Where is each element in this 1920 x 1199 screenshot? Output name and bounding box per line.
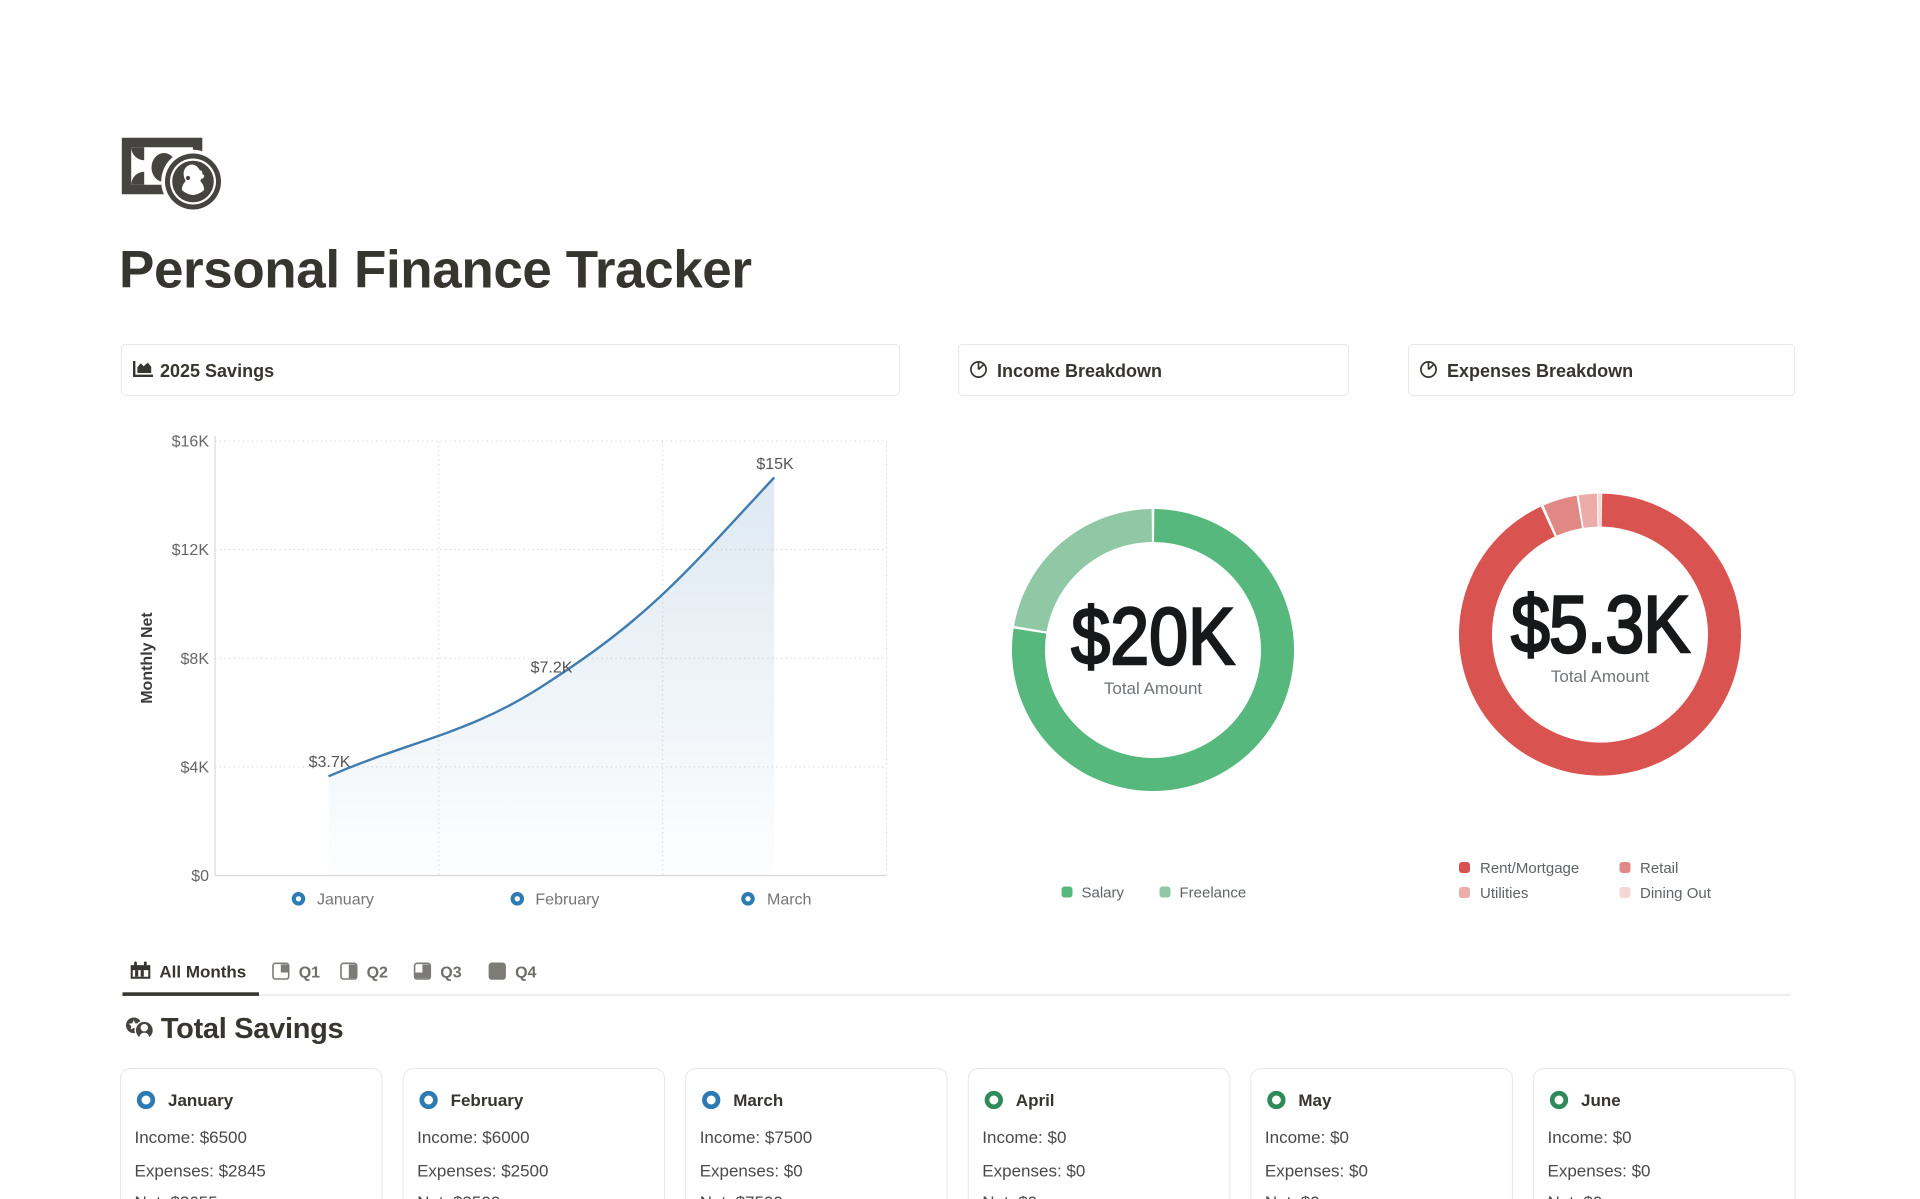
svg-text:April: April (1016, 1091, 1055, 1110)
svg-text:May: May (1298, 1091, 1332, 1110)
svg-text:Income Breakdown: Income Breakdown (997, 361, 1162, 381)
svg-text:$16K: $16K (172, 434, 210, 451)
svg-text:Expenses: $2845: Expenses: $2845 (135, 1162, 266, 1181)
svg-text:Total Amount: Total Amount (1104, 679, 1203, 698)
svg-text:$12K: $12K (172, 542, 210, 559)
svg-text:Net: $0: Net: $0 (982, 1193, 1037, 1199)
svg-text:Q4: Q4 (515, 964, 536, 981)
svg-text:$0: $0 (191, 868, 209, 885)
svg-text:March: March (767, 892, 811, 909)
svg-text:Expenses: $0: Expenses: $0 (1548, 1162, 1651, 1181)
svg-text:Income: $6000: Income: $6000 (417, 1128, 529, 1147)
svg-text:Expenses: $0: Expenses: $0 (1265, 1162, 1368, 1181)
svg-text:Monthly Net: Monthly Net (139, 612, 156, 704)
svg-text:$8K: $8K (181, 651, 210, 668)
svg-text:Expenses: $2500: Expenses: $2500 (417, 1162, 548, 1181)
svg-text:Net: $7500: Net: $7500 (700, 1193, 783, 1199)
svg-text:January: January (317, 892, 374, 909)
svg-text:Expenses: $0: Expenses: $0 (700, 1162, 803, 1181)
svg-text:$3.7K: $3.7K (309, 754, 351, 771)
svg-text:Income: $6500: Income: $6500 (135, 1128, 247, 1147)
svg-text:June: June (1581, 1091, 1621, 1110)
svg-text:Income: $0: Income: $0 (982, 1128, 1066, 1147)
svg-text:Utilities: Utilities (1480, 885, 1528, 902)
svg-text:Q2: Q2 (367, 964, 388, 981)
svg-text:$5.3K: $5.3K (1511, 579, 1690, 669)
svg-text:Q3: Q3 (440, 964, 461, 981)
svg-text:Retail: Retail (1640, 860, 1678, 877)
svg-text:Income: $7500: Income: $7500 (700, 1128, 812, 1147)
svg-text:Income: $0: Income: $0 (1265, 1128, 1349, 1147)
svg-text:Total Amount: Total Amount (1551, 667, 1650, 686)
svg-text:Expenses Breakdown: Expenses Breakdown (1447, 361, 1633, 381)
svg-text:January: January (168, 1091, 234, 1110)
svg-text:$20K: $20K (1071, 591, 1234, 681)
svg-text:Net: $0: Net: $0 (1548, 1193, 1603, 1199)
svg-text:$7.2K: $7.2K (531, 660, 573, 677)
svg-text:Freelance: Freelance (1180, 885, 1247, 902)
svg-text:Total Savings: Total Savings (161, 1013, 344, 1045)
svg-text:Personal Finance Tracker: Personal Finance Tracker (119, 241, 752, 300)
svg-text:Net: $0: Net: $0 (1265, 1193, 1320, 1199)
svg-text:Dining Out: Dining Out (1640, 885, 1712, 902)
svg-text:All Months: All Months (159, 963, 246, 982)
svg-text:2025 Savings: 2025 Savings (160, 361, 274, 381)
svg-text:Expenses: $0: Expenses: $0 (982, 1162, 1085, 1181)
svg-text:Q1: Q1 (299, 964, 320, 981)
svg-text:Net: $3500: Net: $3500 (417, 1193, 500, 1199)
svg-text:$4K: $4K (181, 759, 210, 776)
svg-text:February: February (535, 892, 599, 909)
svg-text:Salary: Salary (1082, 885, 1125, 902)
svg-text:February: February (451, 1091, 524, 1110)
svg-text:March: March (733, 1091, 783, 1110)
svg-text:$15K: $15K (756, 456, 794, 473)
svg-text:Rent/Mortgage: Rent/Mortgage (1480, 860, 1579, 877)
svg-text:Net: $3655: Net: $3655 (135, 1193, 218, 1199)
svg-text:Income: $0: Income: $0 (1548, 1128, 1632, 1147)
